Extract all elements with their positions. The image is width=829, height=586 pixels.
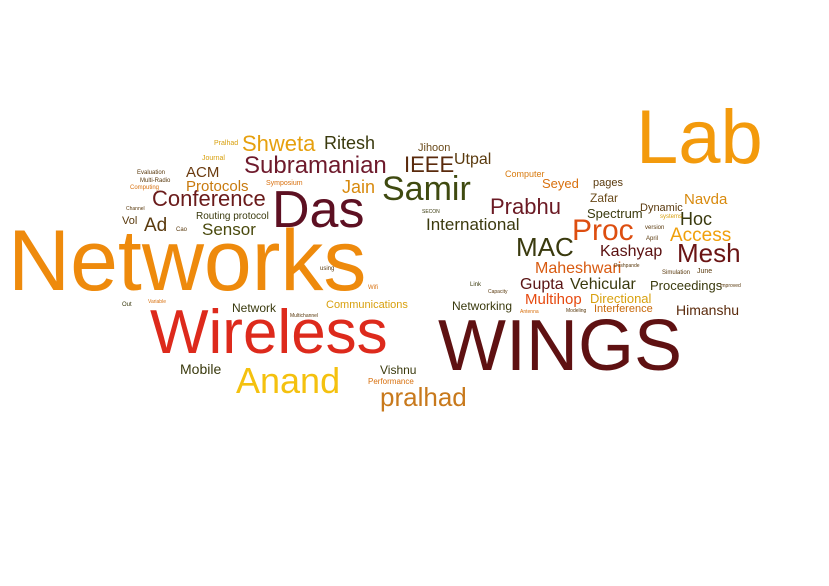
- word-april: April: [646, 236, 659, 242]
- word-performance: Performance: [368, 377, 414, 386]
- word-wireless: Wireless: [150, 298, 388, 367]
- word-subramanian: Subramanian: [244, 152, 387, 179]
- word-network: Network: [232, 301, 277, 315]
- word-protocols: Protocols: [186, 178, 249, 195]
- word-lab: Lab: [636, 95, 763, 180]
- word-computing: Computing: [130, 185, 160, 191]
- word-networking: Networking: [452, 299, 513, 313]
- word-evaluation: Evaluation: [137, 170, 166, 176]
- word-pralhad-small: Pralhad: [214, 140, 239, 147]
- word-anand: Anand: [236, 360, 341, 401]
- word-cao: Cao: [176, 227, 188, 233]
- word-samir: Samir: [382, 170, 471, 208]
- word-ritesh: Ritesh: [324, 133, 376, 153]
- word-navda: Navda: [684, 191, 728, 208]
- word-shweta: Shweta: [242, 131, 316, 156]
- word-proceedings: Proceedings: [650, 278, 723, 293]
- word-access: Access: [670, 225, 732, 246]
- word-prabhu: Prabhu: [490, 194, 561, 219]
- word-jihoon: Jihoon: [418, 142, 451, 154]
- word-pralhad: pralhad: [380, 382, 467, 412]
- word-utpal: Utpal: [454, 151, 492, 168]
- word-version: version: [645, 225, 665, 231]
- word-symposium: Symposium: [266, 180, 303, 187]
- word-mesh: Mesh: [677, 238, 741, 268]
- word-conference: Conference: [152, 186, 266, 211]
- word-multichannel: Multichannel: [290, 313, 319, 319]
- word-directional: Directional: [590, 291, 652, 306]
- word-computer: Computer: [505, 169, 545, 179]
- word-out: Out: [122, 302, 132, 308]
- word-zafar: Zafar: [590, 191, 619, 205]
- word-deshpande: Deshpande: [614, 263, 640, 269]
- word-improved: Improved: [720, 283, 741, 289]
- word-interference: Interference: [594, 303, 653, 315]
- word-mac: MAC: [516, 232, 574, 262]
- word-dynamic: Dynamic: [640, 202, 683, 214]
- word-spectrum: Spectrum: [587, 206, 643, 221]
- word-das: Das: [272, 181, 365, 239]
- word-wings: WINGS: [438, 306, 682, 386]
- word-journal: Journal: [202, 155, 225, 162]
- word-gupta: Gupta: [520, 276, 564, 293]
- word-link: Link: [470, 282, 482, 288]
- word-secon: SECON: [422, 209, 440, 215]
- word-pages: pages: [593, 177, 623, 189]
- word-antenna: Antenna: [520, 309, 539, 315]
- word-ad: Ad: [144, 215, 168, 236]
- word-capacity: Capacity: [488, 289, 508, 295]
- word-june: June: [697, 268, 713, 275]
- word-routing-protocol: Routing protocol: [196, 211, 269, 222]
- word-multi-radio: Multi-Radio: [140, 178, 171, 184]
- word-kashyap: Kashyap: [600, 243, 663, 260]
- word-jain: Jain: [342, 177, 376, 197]
- word-international: International: [426, 215, 520, 234]
- word-mobile: Mobile: [180, 361, 222, 377]
- word-simulation: Simulation: [662, 270, 691, 276]
- word-seyed: Seyed: [542, 176, 579, 191]
- word-wifi: Wifi: [368, 285, 378, 291]
- word-proc: Proc: [572, 214, 634, 247]
- word-sensor: Sensor: [202, 220, 256, 239]
- word-ieee: IEEE: [404, 152, 455, 177]
- word-vol: Vol: [122, 215, 138, 227]
- word-using: using: [320, 266, 335, 272]
- word-networks: Networks: [8, 213, 367, 309]
- word-variable: Variable: [148, 299, 166, 305]
- word-acm: ACM: [186, 164, 220, 181]
- word-hoc: Hoc: [680, 209, 713, 229]
- word-systems: systems: [660, 214, 683, 220]
- word-communications: Communications: [326, 299, 408, 311]
- word-himanshu: Himanshu: [676, 302, 740, 318]
- word-maheshwari: Maheshwari: [535, 260, 622, 277]
- word-vishnu: Vishnu: [380, 363, 417, 377]
- word-modeling: Modeling: [566, 308, 587, 314]
- word-vehicular: Vehicular: [570, 276, 636, 293]
- word-multihop: Multihop: [525, 291, 582, 308]
- word-channel: Channel: [126, 206, 145, 212]
